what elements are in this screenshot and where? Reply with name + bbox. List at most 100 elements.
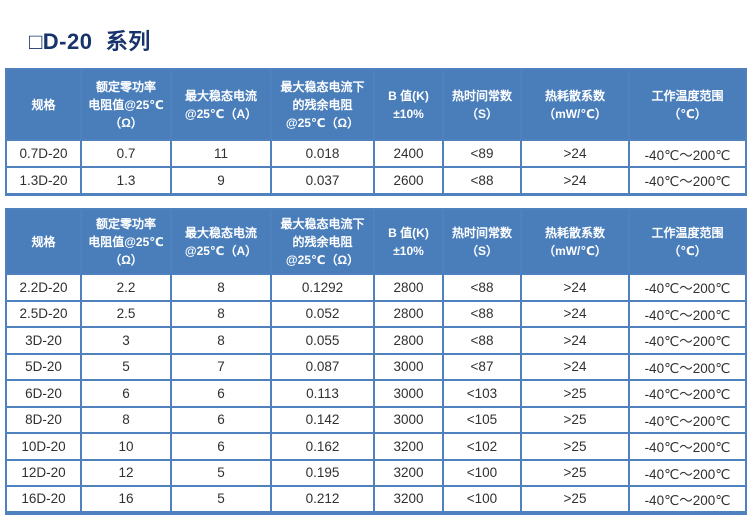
- spec-cell: 12D-20: [5, 458, 82, 487]
- header-max-steady-current: 最大稳态电流 @25℃（A）: [170, 208, 272, 275]
- header-dissipation-factor: 热耗散系数 （mW/℃）: [520, 68, 630, 141]
- header-dissipation-factor: 热耗散系数 （mW/℃）: [520, 208, 630, 275]
- spec-cell: 6D-20: [5, 379, 82, 408]
- table-row: 5D-20 5 7 0.087 3000 <87 >24 -40℃～200℃: [5, 352, 747, 381]
- data-cell: >25: [520, 458, 630, 487]
- data-cell: 0.113: [270, 379, 375, 408]
- data-cell: 0.212: [270, 485, 375, 515]
- header-row: 规格 额定零功率 电阻值@25℃ （Ω） 最大稳态电流 @25℃（A） 最大稳态…: [5, 68, 747, 141]
- table-row: 16D-20 16 5 0.212 3200 <100 >25 -40℃～200…: [5, 485, 747, 515]
- spec-cell: 0.7D-20: [5, 139, 82, 168]
- table-row: 0.7D-20 0.7 11 0.018 2400 <89 >24 -40℃～2…: [5, 139, 747, 168]
- spec-cell: 5D-20: [5, 352, 82, 381]
- data-cell: 2.5: [80, 299, 172, 328]
- data-cell: 5: [170, 485, 272, 515]
- data-cell: 9: [170, 166, 272, 196]
- data-cell: <100: [442, 458, 522, 487]
- data-cell: >24: [520, 139, 630, 168]
- data-cell: <87: [442, 352, 522, 381]
- data-cell: 6: [170, 405, 272, 434]
- data-cell: -40℃～200℃: [628, 166, 747, 196]
- spec-cell: 8D-20: [5, 405, 82, 434]
- data-cell: 16: [80, 485, 172, 515]
- data-cell: 7: [170, 352, 272, 381]
- data-cell: 8: [170, 326, 272, 355]
- data-cell: 6: [80, 379, 172, 408]
- data-cell: 0.162: [270, 432, 375, 461]
- data-cell: 10: [80, 432, 172, 461]
- header-rated-resistance: 额定零功率 电阻值@25℃ （Ω）: [80, 208, 172, 275]
- data-cell: 0.142: [270, 405, 375, 434]
- data-cell: 0.037: [270, 166, 375, 196]
- data-cell: -40℃～200℃: [628, 379, 747, 408]
- data-cell: >24: [520, 352, 630, 381]
- header-operating-temp-range: 工作温度范围 （℃）: [628, 68, 747, 141]
- data-cell: 3200: [373, 485, 444, 515]
- table-row: 2.2D-20 2.2 8 0.1292 2800 <88 >24 -40℃～2…: [5, 273, 747, 302]
- data-cell: 3000: [373, 405, 444, 434]
- spec-cell: 3D-20: [5, 326, 82, 355]
- spec-cell: 10D-20: [5, 432, 82, 461]
- data-cell: >25: [520, 485, 630, 515]
- header-rated-resistance: 额定零功率 电阻值@25℃ （Ω）: [80, 68, 172, 141]
- data-cell: 3200: [373, 432, 444, 461]
- header-operating-temp-range: 工作温度范围 （℃）: [628, 208, 747, 275]
- data-cell: 2400: [373, 139, 444, 168]
- data-cell: 2800: [373, 299, 444, 328]
- data-cell: >25: [520, 432, 630, 461]
- data-cell: >24: [520, 326, 630, 355]
- data-cell: 8: [170, 299, 272, 328]
- header-row: 规格 额定零功率 电阻值@25℃ （Ω） 最大稳态电流 @25℃（A） 最大稳态…: [5, 208, 747, 275]
- data-cell: 3000: [373, 352, 444, 381]
- table-row: 8D-20 8 6 0.142 3000 <105 >25 -40℃～200℃: [5, 405, 747, 434]
- d20-spec-table-2: 规格 额定零功率 电阻值@25℃ （Ω） 最大稳态电流 @25℃（A） 最大稳态…: [5, 208, 747, 515]
- data-cell: >25: [520, 379, 630, 408]
- data-cell: >24: [520, 299, 630, 328]
- header-max-steady-current: 最大稳态电流 @25℃（A）: [170, 68, 272, 141]
- header-spec: 规格: [5, 208, 82, 275]
- data-cell: <88: [442, 273, 522, 302]
- data-cell: 6: [170, 432, 272, 461]
- table-row: 12D-20 12 5 0.195 3200 <100 >25 -40℃～200…: [5, 458, 747, 487]
- data-cell: <88: [442, 166, 522, 196]
- table-row: 6D-20 6 6 0.113 3000 <103 >25 -40℃～200℃: [5, 379, 747, 408]
- page-title: □D-20 系列: [29, 29, 151, 54]
- table-row: 10D-20 10 6 0.162 3200 <102 >25 -40℃～200…: [5, 432, 747, 461]
- data-cell: 0.195: [270, 458, 375, 487]
- data-cell: -40℃～200℃: [628, 485, 747, 515]
- table-row: 3D-20 3 8 0.055 2800 <88 >24 -40℃～200℃: [5, 326, 747, 355]
- header-spec: 规格: [5, 68, 82, 141]
- data-cell: 2800: [373, 273, 444, 302]
- data-cell: 0.055: [270, 326, 375, 355]
- data-cell: 5: [170, 458, 272, 487]
- header-thermal-time-constant: 热时间常数 （S）: [442, 68, 522, 141]
- data-cell: <102: [442, 432, 522, 461]
- table-row: 2.5D-20 2.5 8 0.052 2800 <88 >24 -40℃～20…: [5, 299, 747, 328]
- data-cell: -40℃～200℃: [628, 458, 747, 487]
- data-cell: 2800: [373, 326, 444, 355]
- data-cell: -40℃～200℃: [628, 299, 747, 328]
- data-cell: 3200: [373, 458, 444, 487]
- data-cell: <100: [442, 485, 522, 515]
- data-cell: <105: [442, 405, 522, 434]
- data-cell: -40℃～200℃: [628, 139, 747, 168]
- header-thermal-time-constant: 热时间常数 （S）: [442, 208, 522, 275]
- header-residual-resistance: 最大稳态电流下 的残余电阻 @25℃（Ω）: [270, 68, 375, 141]
- data-cell: 5: [80, 352, 172, 381]
- data-cell: 11: [170, 139, 272, 168]
- data-cell: 0.7: [80, 139, 172, 168]
- table-row: 1.3D-20 1.3 9 0.037 2600 <88 >24 -40℃～20…: [5, 166, 747, 196]
- data-cell: >25: [520, 405, 630, 434]
- data-cell: 6: [170, 379, 272, 408]
- data-cell: -40℃～200℃: [628, 273, 747, 302]
- data-cell: 8: [80, 405, 172, 434]
- header-b-value: B 值(K) ±10%: [373, 208, 444, 275]
- spec-cell: 2.5D-20: [5, 299, 82, 328]
- data-cell: 12: [80, 458, 172, 487]
- data-cell: 3: [80, 326, 172, 355]
- data-cell: -40℃～200℃: [628, 326, 747, 355]
- d20-spec-table-1: 规格 额定零功率 电阻值@25℃ （Ω） 最大稳态电流 @25℃（A） 最大稳态…: [5, 68, 747, 196]
- data-cell: <88: [442, 299, 522, 328]
- data-cell: -40℃～200℃: [628, 352, 747, 381]
- data-cell: -40℃～200℃: [628, 405, 747, 434]
